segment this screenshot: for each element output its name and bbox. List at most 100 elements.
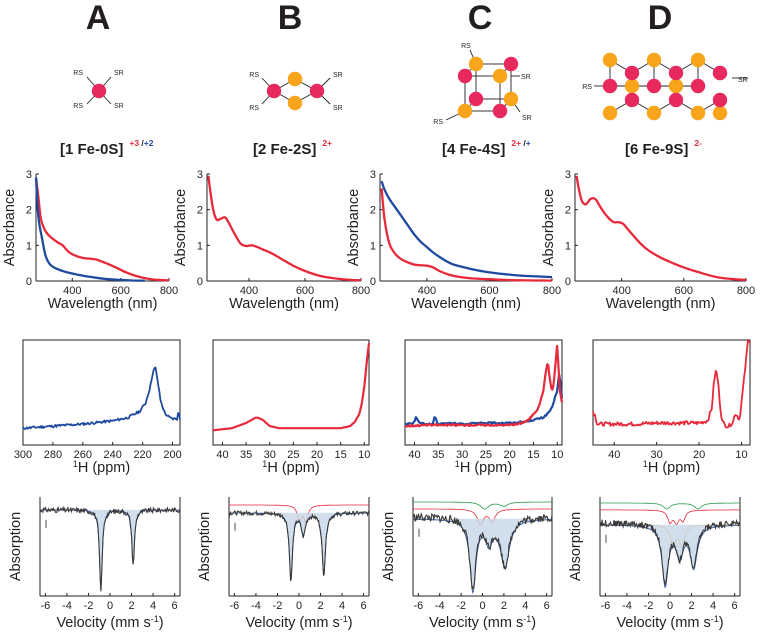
x-tick-label: 15	[335, 449, 347, 461]
s-atom	[457, 103, 473, 119]
uvvis-series-2+	[380, 188, 553, 282]
x-tick-label: 20	[693, 449, 705, 461]
x-axis-title: Velocity (mm s-1)	[56, 614, 163, 631]
ligand-label: SR	[738, 77, 748, 84]
cluster-formula-A: [1 Fe-0S]	[60, 141, 123, 158]
nmr-series-2-	[592, 339, 751, 429]
s-atom	[468, 56, 484, 72]
fit-fill	[40, 509, 180, 592]
mossbauer-panel-B: -6 -4 -2 0 2 4 6 Velocity (mm s-1) Absorption	[197, 497, 370, 631]
x-tick-label: 25	[480, 449, 492, 461]
charge-part: +3	[129, 138, 139, 148]
x-tick-label: 4	[522, 600, 528, 612]
nmr-panel-B: 40 35 30 25 20 15 10 1H (ppm)	[212, 339, 370, 476]
x-tick-label: -2	[644, 600, 654, 612]
x-tick-label: -4	[622, 600, 632, 612]
fit-fill	[413, 518, 552, 593]
x-tick-label: 0	[296, 600, 302, 612]
label-close: )	[159, 615, 164, 631]
s-atom	[712, 105, 728, 121]
fit-component	[413, 501, 552, 510]
x-tick-label: 800	[352, 285, 370, 297]
fit-component	[413, 518, 553, 594]
x-tick-label: -6	[600, 600, 610, 612]
fe-atom	[712, 65, 728, 81]
x-axis-title: 1H (ppm)	[455, 459, 512, 476]
y-tick-label: 1	[370, 240, 376, 252]
x-tick-label: 25	[287, 449, 299, 461]
x-tick-label: 35	[432, 449, 444, 461]
y-tick-label: 3	[565, 169, 571, 181]
x-tick-label: 10	[551, 449, 563, 461]
label-close: )	[348, 615, 353, 631]
x-axis-title: 1H (ppm)	[73, 459, 130, 476]
structure-6fe: RS SR	[582, 52, 748, 121]
uvvis-series-+	[380, 180, 553, 279]
x-tick-label: 0	[667, 600, 673, 612]
superscript: 1	[643, 459, 648, 469]
x-tick-label: 10	[358, 449, 370, 461]
fe-atom	[91, 83, 107, 99]
ligand-label: RS	[461, 43, 471, 50]
fe-atom	[503, 56, 519, 72]
fe-atom	[668, 65, 684, 81]
charge-part: 2+	[511, 138, 521, 148]
uvvis-panel-B: 0 1 2 3 400 600 800 Wavelength (nm) Absorbance	[173, 169, 370, 312]
ligand-label: RS	[73, 70, 83, 77]
charge-part: 2-	[694, 138, 702, 148]
x-tick-label: 30	[651, 449, 663, 461]
y-axis-title: Absorption	[568, 512, 584, 581]
nmr-panel-D: 40 30 20 10 1H (ppm)	[592, 339, 751, 476]
x-tick-label: 280	[44, 449, 62, 461]
cube-face	[475, 63, 512, 100]
uvvis-panel-C: 0 1 2 3 400 600 800 Wavelength (nm) Absorbance	[346, 169, 561, 312]
x-tick-label: 0	[479, 600, 485, 612]
x-axis-title: 1H (ppm)	[643, 459, 700, 476]
x-tick-label: 2	[317, 600, 323, 612]
cube-face	[464, 75, 501, 112]
fe-atom	[492, 103, 508, 119]
x-tick-label: 20	[311, 449, 323, 461]
x-tick-label: 20	[504, 449, 516, 461]
x-tick-label: 600	[111, 285, 129, 297]
x-tick-label: 4	[710, 600, 716, 612]
s-atom	[287, 95, 303, 111]
ligand-label: SR	[521, 74, 531, 81]
structure-1fe: RS SR RS SR	[73, 70, 123, 110]
x-tick-label: 400	[418, 285, 436, 297]
y-tick-label: 3	[197, 169, 203, 181]
superscript: 1	[455, 459, 460, 469]
x-axis-title: 1H (ppm)	[262, 459, 319, 476]
label-main: Velocity (mm s	[245, 615, 339, 631]
ligand-label: SR	[114, 103, 124, 110]
charge-label-A: +3 /+2	[129, 138, 153, 148]
fit-fill	[600, 524, 740, 588]
x-tick-label: -6	[413, 600, 423, 612]
experimental-spectrum	[228, 509, 370, 582]
fe-atom	[624, 65, 640, 81]
s-atom	[602, 105, 618, 121]
x-tick-label: -4	[435, 600, 445, 612]
s-atom	[646, 105, 662, 121]
x-tick-label: 6	[732, 600, 738, 612]
structure-4fe: RS SR RS SR	[433, 43, 531, 126]
fit-component	[40, 509, 180, 592]
y-tick-label: 1	[197, 240, 203, 252]
uvvis-series-+3	[34, 177, 170, 282]
x-tick-label: 2	[501, 600, 507, 612]
y-axis-title: Absorption	[381, 512, 397, 581]
column-letter-A: A	[86, 0, 111, 37]
s-atom	[287, 71, 303, 87]
label-main: Velocity (mm s	[429, 615, 523, 631]
s-atom	[668, 78, 684, 94]
y-tick-label: 1	[26, 240, 32, 252]
x-tick-label: -4	[251, 600, 261, 612]
fe-atom	[712, 92, 728, 108]
x-tick-label: 4	[150, 600, 156, 612]
x-tick-label: 40	[608, 449, 620, 461]
x-tick-label: 35	[240, 449, 252, 461]
x-tick-label: 40	[216, 449, 228, 461]
x-axis-title: Wavelength (nm)	[48, 296, 158, 312]
